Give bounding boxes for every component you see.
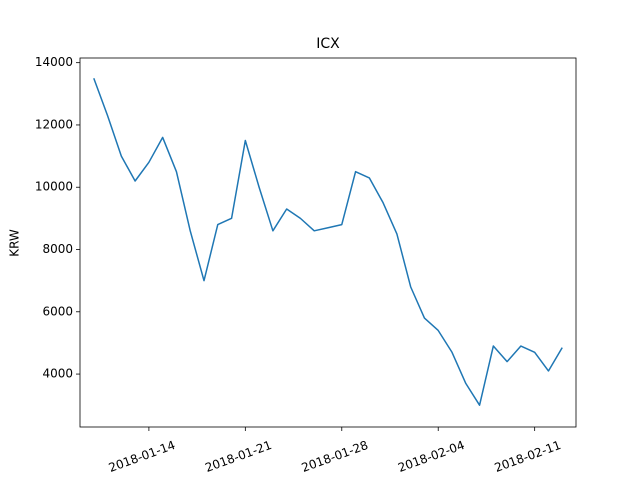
y-tick-label: 12000 (35, 117, 73, 131)
plot-frame (79, 57, 577, 428)
y-tick-label: 8000 (42, 242, 73, 256)
line-series (93, 77, 563, 406)
y-tick-label: 14000 (35, 55, 73, 69)
y-tick-label: 10000 (35, 180, 73, 194)
y-tick-label: 6000 (42, 304, 73, 318)
y-axis-label: KRW (8, 229, 22, 257)
chart-title: ICX (316, 36, 340, 52)
y-tick-label: 4000 (42, 367, 73, 381)
